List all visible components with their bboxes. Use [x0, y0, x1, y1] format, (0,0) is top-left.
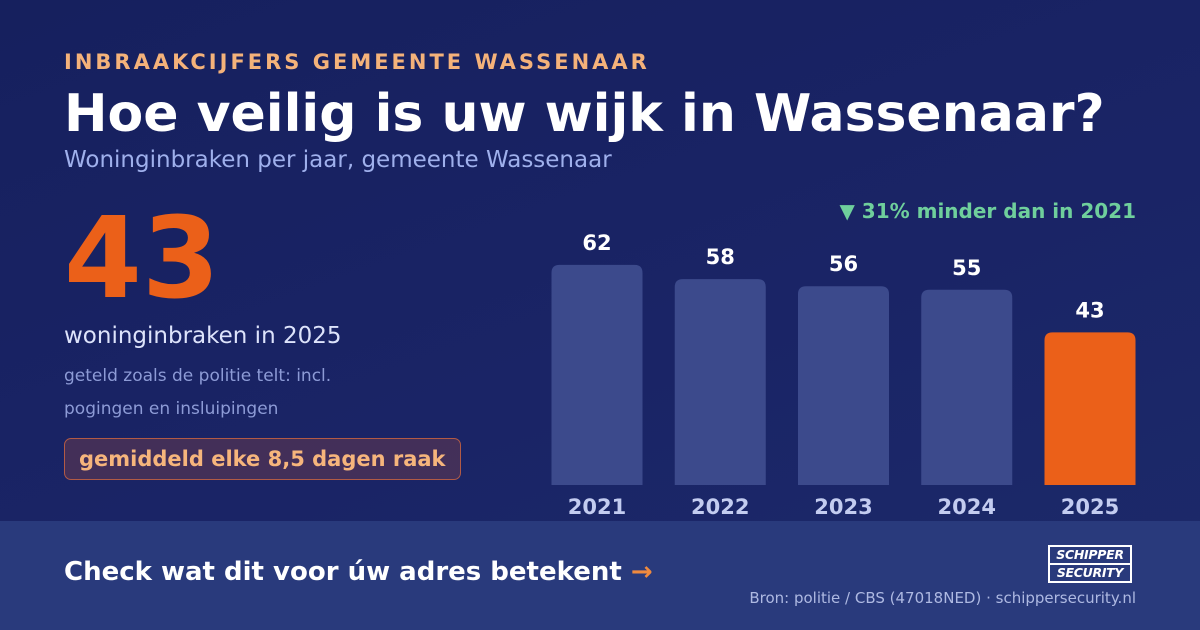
data-label-2024: 55 [952, 256, 981, 280]
x-tick-label-2022: 2022 [691, 495, 749, 519]
x-tick-label-2025: 2025 [1061, 495, 1119, 519]
logo-line-1: SCHIPPER [1056, 547, 1124, 562]
bar-chart: 62 2021 58 2022 56 2023 55 2024 43 2025 [551, 231, 1136, 519]
bar-2023 [798, 286, 889, 485]
cta-link[interactable]: Check wat dit voor úw adres betekent → [64, 557, 653, 587]
arrow-right-icon: → [630, 557, 653, 587]
trend-indicator: ▼ 31% minder dan in 2021 [839, 199, 1136, 223]
footer-bar: Check wat dit voor úw adres betekent → S… [0, 521, 1200, 630]
data-label-2021: 62 [582, 231, 611, 255]
bar-2022 [674, 279, 766, 485]
x-tick-label-2023: 2023 [814, 495, 872, 519]
x-tick-label-2021: 2021 [568, 495, 626, 519]
headline-stat-value: 43 [64, 194, 220, 324]
logo-line-2: SECURITY [1050, 563, 1130, 581]
bar-2021 [551, 264, 643, 485]
page-subtitle: Woninginbraken per jaar, gemeente Wassen… [64, 147, 612, 173]
data-label-2022: 58 [706, 245, 735, 269]
data-label-2025: 43 [1075, 298, 1104, 322]
counting-note: geteld zoals de politie telt: incl. pogi… [64, 366, 332, 419]
x-tick-label-2024: 2024 [938, 495, 996, 519]
frequency-badge: gemiddeld elke 8,5 dagen raak [64, 438, 461, 480]
source-note: Bron: politie / CBS (47018NED) · schippe… [749, 589, 1136, 607]
bar-2025 [1044, 332, 1136, 485]
brand-logo: SCHIPPER SECURITY [1048, 545, 1132, 583]
eyebrow-label: INBRAAKCIJFERS GEMEENTE WASSENAAR [64, 50, 650, 74]
page-title: Hoe veilig is uw wijk in Wassenaar? [64, 84, 1105, 144]
headline-stat-caption: woninginbraken in 2025 [64, 323, 342, 349]
data-label-2023: 56 [829, 252, 858, 276]
bar-2024 [921, 289, 1013, 485]
cta-text: Check wat dit voor úw adres betekent [64, 557, 622, 587]
